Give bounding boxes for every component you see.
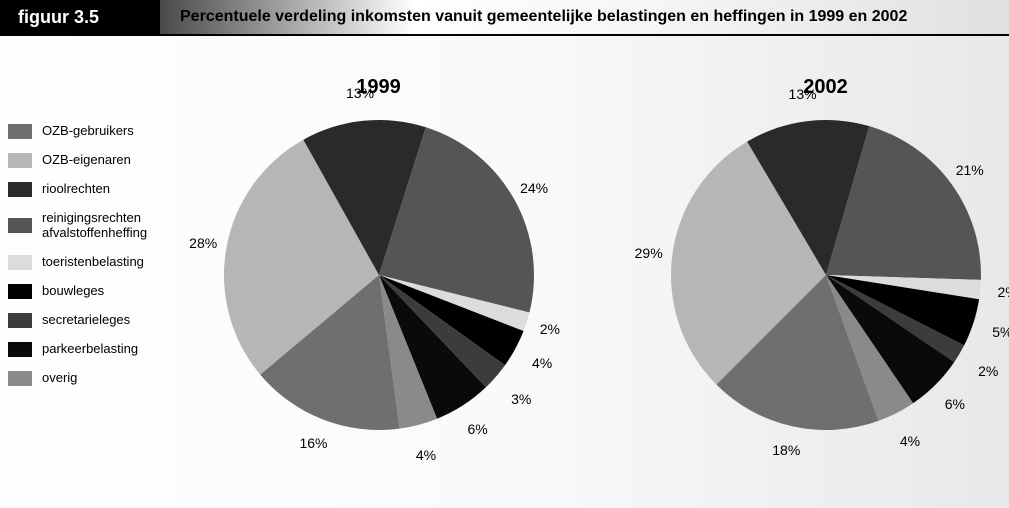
slice-label: 24%	[520, 180, 548, 196]
pie-wrap: 28%13%24%2%4%3%6%4%16%	[209, 105, 549, 445]
figure-number-tag: figuur 3.5	[0, 0, 160, 34]
slice-label: 3%	[511, 391, 531, 407]
legend-swatch	[8, 313, 32, 328]
slice-label: 6%	[945, 396, 965, 412]
slice-label: 2%	[997, 284, 1009, 300]
legend-swatch	[8, 371, 32, 386]
slice-label: 16%	[299, 435, 327, 451]
slice-label: 4%	[532, 355, 552, 371]
slice-label: 2%	[540, 321, 560, 337]
slice-label: 4%	[900, 433, 920, 449]
legend-item: rioolrechten	[8, 182, 188, 197]
legend-item: toeristenbelasting	[8, 255, 188, 270]
slice-label: 29%	[635, 245, 663, 261]
slice-label: 4%	[416, 447, 436, 463]
slice-label: 13%	[789, 86, 817, 102]
chart-year-title: 1999	[195, 76, 562, 99]
legend-label: bouwleges	[42, 284, 104, 299]
legend-swatch	[8, 218, 32, 233]
legend-item: OZB-eigenaren	[8, 153, 188, 168]
legend-label: rioolrechten	[42, 182, 110, 197]
legend: OZB-gebruikers OZB-eigenaren rioolrechten r…	[8, 124, 188, 400]
legend-label: toeristenbelasting	[42, 255, 144, 270]
pie-wrap: 29%13%21%2%5%2%6%4%18%	[656, 105, 996, 445]
legend-swatch	[8, 182, 32, 197]
pie-charts-container: 199928%13%24%2%4%3%6%4%16%200229%13%21%2…	[195, 76, 1009, 508]
legend-item: reinigingsrechtenafvalstoffenheffing	[8, 211, 188, 241]
pie-chart: 200229%13%21%2%5%2%6%4%18%	[642, 76, 1009, 506]
slice-label: 21%	[956, 162, 984, 178]
legend-item: secretarieleges	[8, 313, 188, 328]
legend-label: overig	[42, 371, 77, 386]
legend-label: parkeerbelasting	[42, 342, 138, 357]
legend-item: bouwleges	[8, 284, 188, 299]
legend-item: parkeerbelasting	[8, 342, 188, 357]
chart-year-title: 2002	[642, 76, 1009, 99]
pie-chart: 199928%13%24%2%4%3%6%4%16%	[195, 76, 562, 506]
slice-label: 5%	[992, 324, 1009, 340]
slice-label: 2%	[978, 363, 998, 379]
legend-label: OZB-gebruikers	[42, 124, 134, 139]
legend-swatch	[8, 124, 32, 139]
figure-content: OZB-gebruikers OZB-eigenaren rioolrechten r…	[0, 36, 1009, 508]
legend-item: overig	[8, 371, 188, 386]
slice-label: 28%	[189, 235, 217, 251]
legend-swatch	[8, 153, 32, 168]
legend-swatch	[8, 284, 32, 299]
legend-label: reinigingsrechtenafvalstoffenheffing	[42, 211, 147, 241]
legend-label: secretarieleges	[42, 313, 130, 328]
slice-label: 13%	[346, 85, 374, 101]
figure-title: Percentuele verdeling inkomsten vanuit g…	[160, 0, 1009, 34]
slice-label: 18%	[772, 442, 800, 458]
legend-swatch	[8, 255, 32, 270]
legend-item: OZB-gebruikers	[8, 124, 188, 139]
slice-label: 6%	[467, 421, 487, 437]
legend-swatch	[8, 342, 32, 357]
legend-label: OZB-eigenaren	[42, 153, 131, 168]
figure-header: figuur 3.5 Percentuele verdeling inkomst…	[0, 0, 1009, 36]
